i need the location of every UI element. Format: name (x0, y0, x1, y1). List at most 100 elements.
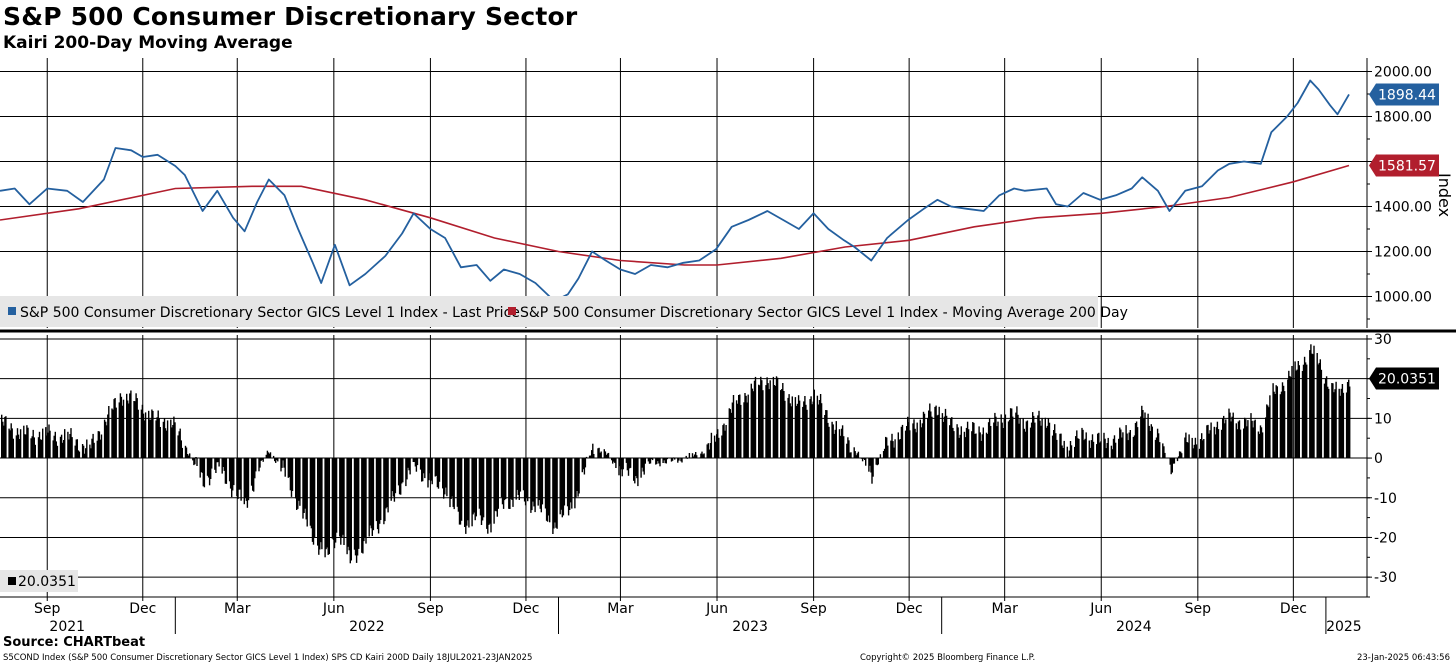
kairi-bar (534, 458, 536, 513)
kairi-bar (750, 383, 752, 459)
kairi-bar (1032, 412, 1034, 459)
kairi-bar (446, 458, 448, 497)
footer-copyright: Copyright© 2025 Bloomberg Finance L.P. (860, 653, 1036, 663)
kairi-bar (1318, 362, 1320, 458)
kairi-bar (1184, 437, 1186, 459)
kairi-bar (369, 458, 371, 526)
kairi-bar (415, 458, 418, 472)
kairi-bar (444, 458, 446, 495)
kairi-bar (327, 458, 329, 555)
kairi-bar (89, 444, 91, 459)
kairi-bar (1342, 392, 1345, 458)
kairi-bar (1232, 412, 1234, 459)
kairi-bar (737, 403, 739, 458)
kairi-bar (828, 426, 830, 458)
kairi-bar (305, 458, 307, 520)
kairi-bar (1202, 440, 1204, 458)
kairi-bar (780, 390, 782, 459)
kairi-bar (349, 458, 351, 564)
kairi-bar (524, 458, 527, 506)
kairi-bar (334, 458, 337, 543)
kairi-bar (457, 458, 460, 512)
x-tick-label-year: 2023 (732, 619, 768, 635)
kairi-bar (996, 426, 998, 459)
kairi-bar (1143, 418, 1145, 459)
kairi-bar (809, 399, 811, 459)
kairi-bar (1061, 445, 1063, 458)
kairi-bar (647, 458, 650, 462)
source-note: Source: CHARTbeat (3, 635, 146, 650)
kairi-bar (313, 458, 316, 538)
kairi-bar (156, 417, 158, 459)
kairi-bar (1134, 423, 1137, 458)
kairi-bar (865, 458, 867, 466)
kairi-bar (453, 458, 455, 510)
kairi-bar (585, 456, 588, 458)
kairi-bar (78, 451, 81, 458)
kairi-bar (826, 410, 828, 459)
kairi-bar (782, 383, 784, 459)
kairi-bar (380, 458, 382, 520)
kairi-bar (871, 458, 873, 484)
kairi-bar (753, 380, 756, 459)
kairi-bar (1098, 432, 1100, 458)
kairi-bar (33, 437, 35, 459)
kairi-bar (49, 430, 51, 459)
kairi-bar (326, 458, 328, 548)
kairi-bar (752, 391, 755, 458)
kairi-bar (628, 458, 631, 469)
kairi-bar (282, 458, 284, 461)
kairi-bar (429, 458, 431, 474)
kairi-bar (377, 458, 380, 534)
kairi-bar (240, 458, 242, 501)
kairi-bar (266, 450, 269, 459)
kairi-bar (1188, 434, 1190, 459)
kairi-bar (428, 458, 430, 481)
kairi-bar (296, 458, 298, 510)
kairi-bar (460, 458, 463, 521)
kairi-bar (1230, 421, 1232, 458)
kairi-bar (421, 458, 423, 482)
kairi-bar (1181, 453, 1183, 458)
kairi-bar (590, 455, 592, 458)
kairi-bar (857, 451, 860, 459)
kairi-bar (229, 458, 232, 489)
kairi-bar (787, 397, 789, 459)
kairi-bar (159, 427, 161, 459)
kairi-bar (394, 458, 397, 494)
kairi-bar (1333, 392, 1335, 458)
kairi-bar (12, 438, 14, 459)
kairi-bar (921, 423, 924, 459)
kairi-bar (879, 454, 882, 459)
kairi-bar (1132, 436, 1135, 459)
kairi-bar (356, 458, 359, 556)
kairi-bar (882, 451, 885, 459)
kairi-bar (710, 432, 713, 458)
kairi-bar (1097, 433, 1099, 459)
kairi-bar (148, 410, 150, 459)
kairi-bar (566, 458, 569, 507)
kairi-bar (1047, 418, 1050, 459)
kairi-bar (127, 400, 129, 459)
kairi-bar (941, 413, 944, 458)
footer-index-description: S5COND Index (S&P 500 Consumer Discretio… (3, 653, 533, 663)
kairi-bar (280, 458, 282, 472)
kairi-bar (1283, 391, 1286, 458)
kairi-bar (603, 449, 605, 459)
kairi-bar (825, 410, 827, 459)
kairi-bar (898, 439, 900, 459)
kairi-bar (993, 422, 995, 459)
kairi-bar (685, 455, 687, 458)
kairi-bar (541, 458, 544, 505)
kairi-bar (666, 458, 668, 460)
kairi-bar (1048, 422, 1051, 458)
kairi-bar (1228, 408, 1230, 459)
legend-box (0, 296, 1098, 327)
kairi-bar (106, 425, 108, 458)
kairi-bar (37, 437, 40, 459)
kairi-bar (887, 445, 889, 458)
kairi-bar (150, 419, 152, 459)
kairi-bar (1213, 426, 1215, 459)
kairi-bar (957, 427, 959, 459)
kairi-bar (1195, 444, 1198, 459)
